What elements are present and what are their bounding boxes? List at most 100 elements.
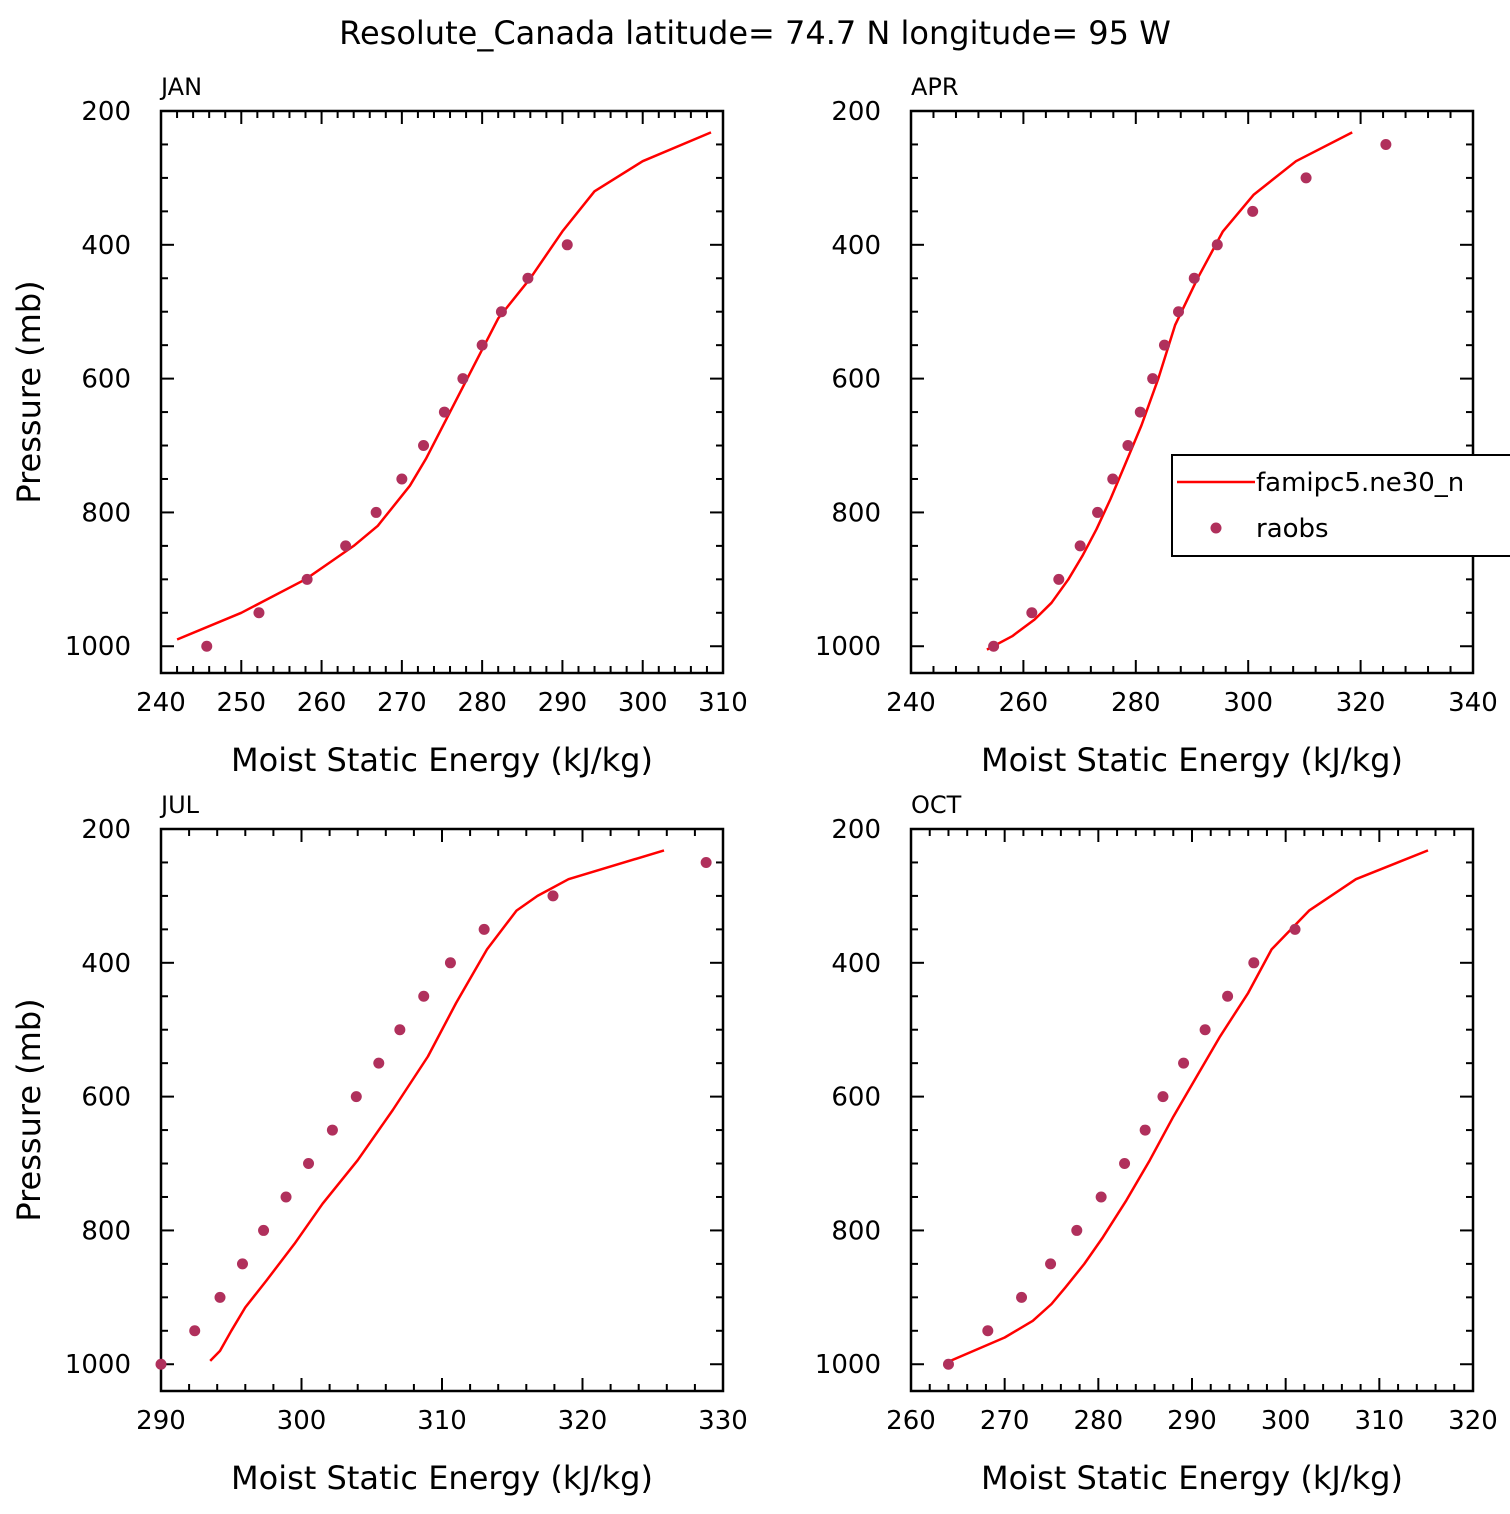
obs-point [1122, 440, 1134, 452]
obs-point [495, 306, 507, 318]
y-tick-label: 200 [831, 97, 881, 127]
y-tick-label: 400 [81, 949, 131, 979]
legend-model-label: famipc5.ne30_n [1256, 468, 1464, 498]
plot-frame [909, 109, 1475, 675]
obs-point [1071, 1224, 1083, 1236]
obs-point [1119, 1158, 1131, 1170]
obs-point [370, 506, 382, 518]
obs-point [1222, 990, 1234, 1002]
y-tick-label: 600 [831, 1083, 881, 1113]
obs-point [1300, 172, 1312, 184]
y-tick-label: 600 [81, 1083, 131, 1113]
y-tick-label: 200 [81, 815, 131, 845]
y-tick-label: 1000 [815, 632, 881, 662]
y-tick-label: 600 [81, 365, 131, 395]
y-tick-label: 200 [81, 97, 131, 127]
obs-point [522, 272, 534, 284]
y-tick-label: 1000 [65, 632, 131, 662]
x-tick-label: 250 [216, 688, 266, 718]
obs-point [1092, 506, 1104, 518]
panel-label: OCT [911, 791, 962, 819]
obs-point [1095, 1191, 1107, 1203]
panel-label: APR [911, 73, 959, 101]
figure-title: Resolute_Canada latitude= 74.7 N longitu… [339, 14, 1171, 52]
y-tick-label: 800 [81, 1216, 131, 1246]
obs-point [547, 890, 559, 902]
x-axis-label: Moist Static Energy (kJ/kg) [981, 741, 1403, 779]
obs-point [1157, 1091, 1169, 1103]
obs-point [1380, 138, 1392, 150]
obs-point [1053, 573, 1065, 585]
obs-point [1211, 239, 1223, 251]
obs-point [1074, 540, 1086, 552]
panel-oct: OCT 260 270 280 290 300 310 320 200 400 600 800 1000… [815, 791, 1498, 1497]
x-tick-label: 300 [618, 688, 668, 718]
x-tick-label: 290 [1167, 1406, 1217, 1436]
obs-point [1107, 473, 1119, 485]
y-tick-label: 400 [831, 949, 881, 979]
obs-point [326, 1124, 338, 1136]
obs-point [1158, 339, 1170, 351]
obs-point [700, 856, 712, 868]
obs-point [303, 1158, 315, 1170]
obs-point [476, 339, 488, 351]
x-axis-label: Moist Static Energy (kJ/kg) [231, 1459, 653, 1497]
obs-point [350, 1091, 362, 1103]
x-tick-label: 270 [980, 1406, 1030, 1436]
obs-point [394, 1024, 406, 1036]
y-axis-label: Pressure (mb) [10, 998, 48, 1221]
y-tick-label: 600 [831, 365, 881, 395]
x-tick-label: 310 [698, 688, 748, 718]
obs-point [373, 1057, 385, 1069]
obs-point [214, 1291, 226, 1303]
obs-point [280, 1191, 292, 1203]
obs-point [189, 1325, 201, 1337]
legend-obs-label: raobs [1256, 514, 1329, 544]
x-tick-label: 320 [1448, 1406, 1498, 1436]
x-tick-label: 260 [886, 1406, 936, 1436]
obs-point [1178, 1057, 1190, 1069]
x-tick-label: 280 [1074, 1406, 1124, 1436]
panel-jan: JAN 240 250 260 270 280 290 300 310 200 400 600 800 1… [10, 73, 748, 779]
obs-point [1247, 205, 1259, 217]
obs-point [457, 373, 469, 385]
x-tick-label: 330 [698, 1406, 748, 1436]
obs-point [253, 607, 265, 619]
x-tick-label: 320 [558, 1406, 608, 1436]
x-tick-label: 310 [1355, 1406, 1405, 1436]
obs-point [155, 1358, 167, 1370]
obs-point [236, 1258, 248, 1270]
obs-point [1026, 607, 1038, 619]
legend-marker-swatch [1210, 522, 1222, 534]
x-tick-label: 260 [297, 688, 347, 718]
model-line [176, 131, 712, 641]
obs-point [478, 923, 490, 935]
panel-apr: APR 240 260 280 300 320 340 200 400 600 800 1000 Moi… [815, 73, 1498, 779]
obs-point [561, 239, 573, 251]
panel-label: JUL [159, 791, 200, 819]
obs-point [201, 640, 213, 652]
model-line [986, 131, 1353, 651]
x-tick-label: 280 [457, 688, 507, 718]
obs-point [258, 1224, 270, 1236]
plot-frame [159, 109, 725, 675]
x-tick-label: 300 [1223, 688, 1273, 718]
obs-point [340, 540, 352, 552]
obs-point [301, 573, 313, 585]
x-tick-label: 290 [136, 1406, 186, 1436]
obs-point [1199, 1024, 1211, 1036]
legend-box [1171, 454, 1510, 557]
obs-point [1016, 1291, 1028, 1303]
obs-point [942, 1358, 954, 1370]
x-tick-label: 240 [136, 688, 186, 718]
panel-jul: JUL 290 300 310 320 330 200 400 600 800 1000 Moist … [10, 791, 748, 1497]
x-tick-label: 300 [1261, 1406, 1311, 1436]
obs-point [982, 1325, 994, 1337]
y-tick-label: 800 [831, 1216, 881, 1246]
obs-point [444, 957, 456, 969]
x-tick-label: 320 [1336, 688, 1386, 718]
x-tick-label: 310 [417, 1406, 467, 1436]
obs-point [438, 406, 450, 418]
